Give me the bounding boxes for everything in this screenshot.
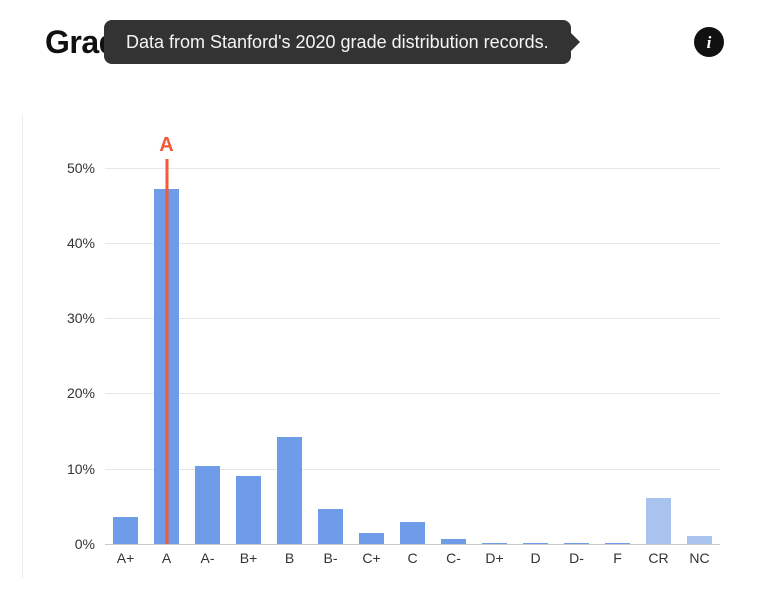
x-tick-label: C+ xyxy=(362,550,380,566)
info-tooltip: Data from Stanford's 2020 grade distribu… xyxy=(104,20,571,64)
chart-gridline xyxy=(105,393,720,394)
x-tick-label: F xyxy=(613,550,622,566)
x-tick-label: D+ xyxy=(485,550,503,566)
chart-bar xyxy=(236,476,261,544)
info-icon[interactable]: i xyxy=(694,27,724,57)
x-tick-label: D xyxy=(530,550,540,566)
chart-bar xyxy=(441,539,466,544)
chart-bar xyxy=(564,543,589,544)
y-tick-label: 40% xyxy=(67,235,95,251)
x-tick-label: A xyxy=(162,550,171,566)
x-tick-label: B+ xyxy=(240,550,258,566)
chart-bar xyxy=(605,543,630,545)
x-tick-label: B xyxy=(285,550,294,566)
chart-bar xyxy=(277,437,302,544)
x-tick-label: NC xyxy=(689,550,709,566)
chart-bar xyxy=(318,509,343,544)
x-tick-label: A- xyxy=(201,550,215,566)
chart-gridline xyxy=(105,318,720,319)
y-tick-label: 30% xyxy=(67,310,95,326)
chart-gridline xyxy=(105,168,720,169)
y-tick-label: 0% xyxy=(75,536,95,552)
x-tick-label: C- xyxy=(446,550,461,566)
chart-plot-area: 0%10%20%30%40%50%A+AA-B+BB-C+CC-D+DD-FCR… xyxy=(105,145,720,545)
chart-bar xyxy=(359,533,384,544)
y-tick-label: 10% xyxy=(67,461,95,477)
chart-bar xyxy=(687,536,712,544)
chart-bar xyxy=(646,498,671,544)
x-tick-label: D- xyxy=(569,550,584,566)
x-tick-label: CR xyxy=(648,550,668,566)
x-tick-label: B- xyxy=(324,550,338,566)
highlight-marker-label: A xyxy=(159,134,173,157)
chart-bar xyxy=(523,543,548,544)
chart-bar xyxy=(400,522,425,544)
y-tick-label: 50% xyxy=(67,160,95,176)
left-rule xyxy=(22,115,23,578)
chart-bar xyxy=(195,466,220,544)
info-icon-glyph: i xyxy=(707,34,712,51)
y-tick-label: 20% xyxy=(67,385,95,401)
x-tick-label: A+ xyxy=(117,550,135,566)
highlight-marker-line xyxy=(165,159,168,544)
chart-bar xyxy=(113,517,138,544)
x-tick-label: C xyxy=(407,550,417,566)
grade-distribution-chart: 0% 10% 20% 30% 40% 50% A+ A A- B+ B B- C+ C C- D+ D D- F CR… xyxy=(30,115,730,575)
chart-gridline xyxy=(105,243,720,244)
info-tooltip-text: Data from Stanford's 2020 grade distribu… xyxy=(126,32,549,53)
chart-bar xyxy=(482,543,507,545)
